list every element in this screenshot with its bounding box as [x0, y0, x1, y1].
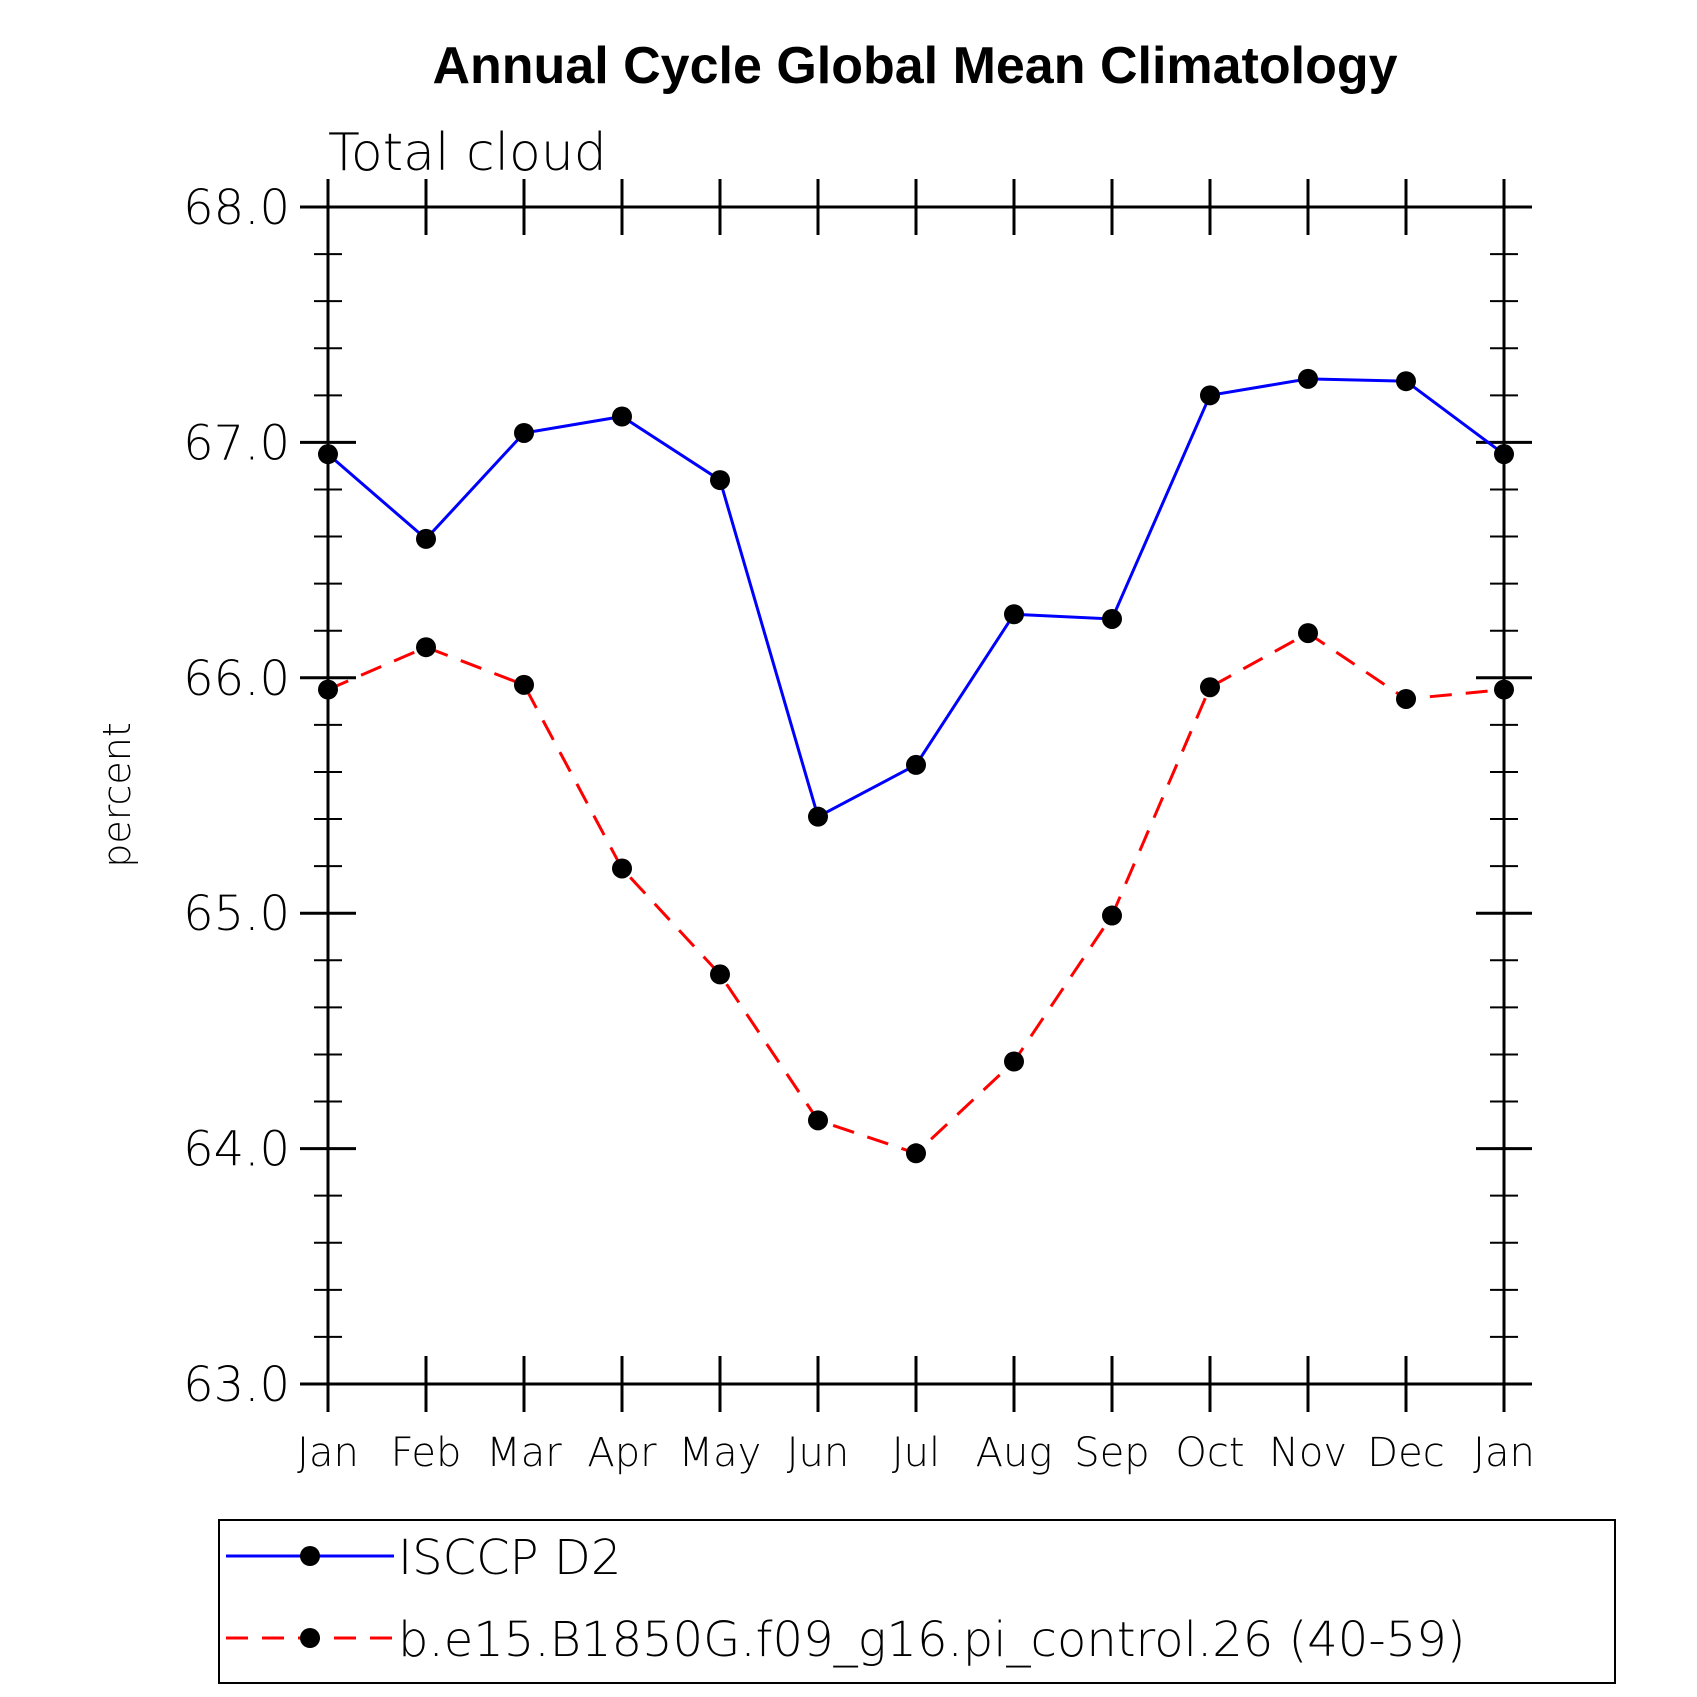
chart-subtitle: Total cloud	[328, 123, 607, 183]
legend-label-0: ISCCP D2	[398, 1530, 621, 1586]
legend: ISCCP D2 b.e15.B1850G.f09_g16.pi_control.…	[218, 1519, 1616, 1684]
y-axis-label: percent	[95, 722, 139, 868]
data-point	[710, 470, 730, 491]
data-point	[1396, 371, 1416, 392]
x-tick-label: Aug	[976, 1430, 1053, 1476]
axis-ticks	[300, 179, 1532, 1412]
y-tick-label: 68.0	[183, 180, 290, 236]
series-line-0	[327, 377, 1505, 819]
y-tick-label: 64.0	[183, 1122, 290, 1178]
y-tick-labels: 63.0 64.0 65.0 66.0 67.0 68.0	[183, 180, 290, 1413]
data-point	[612, 406, 632, 427]
data-point	[808, 806, 828, 827]
y-tick-label: 65.0	[183, 886, 290, 942]
data-point	[416, 637, 436, 658]
x-tick-label: May	[679, 1430, 762, 1476]
series-layer	[318, 368, 1514, 1164]
data-point	[1396, 688, 1416, 709]
x-tick-label: Jan	[297, 1430, 359, 1476]
data-point	[514, 674, 534, 695]
x-tick-label: Feb	[391, 1430, 462, 1476]
x-tick-labels: Jan Feb Mar Apr May Jun Jul Aug Sep Oct Nov Dec Jan	[297, 1430, 1535, 1476]
x-tick-label: Dec	[1367, 1430, 1444, 1476]
data-point	[612, 858, 632, 879]
data-point	[1298, 368, 1318, 389]
chart-title: Annual Cycle Global Mean Climatology	[432, 37, 1397, 95]
data-point	[1298, 623, 1318, 644]
data-point	[710, 964, 730, 985]
data-point	[808, 1110, 828, 1131]
legend-marker-0	[300, 1546, 320, 1566]
y-tick-label: 66.0	[183, 651, 290, 707]
data-point	[1004, 604, 1024, 625]
x-tick-label: Mar	[486, 1430, 562, 1476]
data-point	[1004, 1051, 1024, 1072]
data-point	[416, 528, 436, 549]
legend-box	[218, 1519, 1616, 1684]
x-tick-label: Sep	[1074, 1430, 1149, 1476]
x-tick-label: Nov	[1269, 1430, 1347, 1476]
legend-label-1: b.e15.B1850G.f09_g16.pi_control.26 (40-5…	[398, 1612, 1465, 1668]
data-point	[1102, 608, 1122, 629]
x-tick-label: Apr	[587, 1430, 657, 1476]
x-tick-label: Oct	[1175, 1430, 1244, 1476]
x-tick-label: Jul	[892, 1430, 940, 1476]
data-point	[906, 754, 926, 775]
y-tick-label: 63.0	[183, 1357, 290, 1413]
x-tick-label: Jan	[1473, 1430, 1535, 1476]
data-point	[1200, 385, 1220, 406]
series-line-1	[327, 631, 1505, 1156]
x-tick-label: Jun	[787, 1430, 850, 1476]
y-tick-label: 67.0	[183, 415, 290, 471]
plot-frame	[326, 205, 1506, 1386]
data-point	[1200, 677, 1220, 698]
data-point	[514, 422, 534, 443]
legend-marker-1	[300, 1628, 320, 1648]
data-point	[906, 1143, 926, 1164]
data-point	[1102, 905, 1122, 926]
